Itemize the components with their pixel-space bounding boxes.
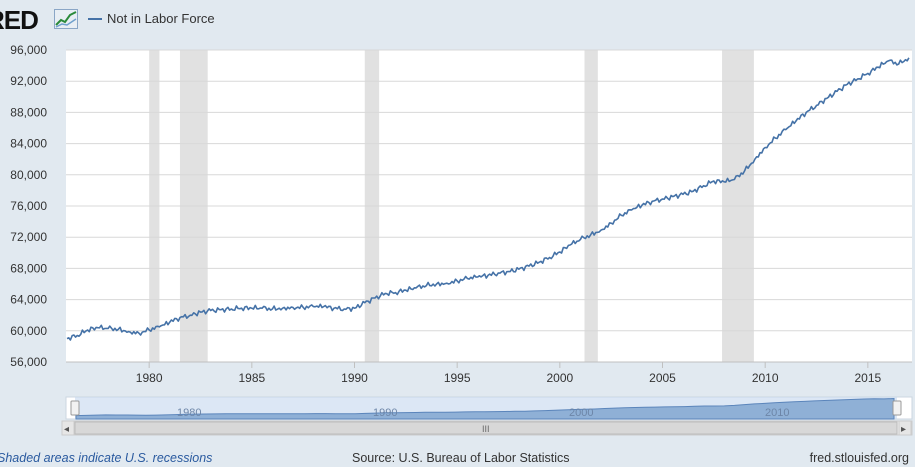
series-layer [66,57,910,341]
chart-legend: Not in Labor Force [88,11,215,26]
y-tick-label: 68,000 [10,261,47,275]
site-link[interactable]: fred.stlouisfed.org [809,451,909,465]
scrollbar-right-button[interactable] [898,420,912,436]
x-tick-label: 2000 [546,371,573,385]
source-note: Source: U.S. Bureau of Labor Statistics [352,451,570,465]
fred-logo[interactable]: RED [0,5,39,35]
y-tick-label: 92,000 [10,74,47,88]
navigator-label-2010: 2010 [765,407,789,419]
fred-chart-icon [54,9,78,29]
x-tick-label: 1990 [341,371,368,385]
y-tick-label: 88,000 [10,105,47,119]
navigator-series [75,397,895,420]
legend-swatch [88,17,102,20]
y-tick-label: 96,000 [10,43,47,57]
x-tick-label: 1995 [444,371,471,385]
y-tick-label: 56,000 [10,355,47,369]
navigator-right-handle[interactable] [892,400,902,416]
navigator[interactable]: 1980 1990 2000 2010 [65,396,913,420]
y-tick-label: 72,000 [10,230,47,244]
x-tick-label: 2010 [752,371,779,385]
y-axis: 56,000 60,000 64,000 68,000 72,000 76,000 80,0… [10,43,47,369]
x-axis: 1980 1985 1990 1995 2000 2005 2010 2015 [66,361,912,385]
scrollbar-left-button[interactable] [61,420,75,436]
x-tick-label: 1985 [238,371,265,385]
y-tick-label: 84,000 [10,137,47,151]
y-tick-label: 80,000 [10,168,47,182]
series-line [66,57,910,341]
x-tick-label: 2015 [855,371,882,385]
chart: 56,000 60,000 64,000 68,000 72,000 76,000 80,0… [10,43,913,436]
x-tick-label: 2005 [649,371,676,385]
navigator-label-1990: 1990 [373,407,397,419]
legend-series-label: Not in Labor Force [107,11,215,26]
y-tick-label: 60,000 [10,324,47,338]
navigator-label-1980: 1980 [177,407,201,419]
y-tick-label: 64,000 [10,293,47,307]
scrollbar-grip-icon: III [482,424,490,434]
navigator-left-handle[interactable] [70,400,80,416]
scrollbar-thumb[interactable] [74,421,898,435]
scrollbar[interactable]: ◂ III ▸ [61,420,913,436]
y-tick-label: 76,000 [10,199,47,213]
scroll-left-icon: ◂ [64,424,69,435]
x-tick-label: 1980 [136,371,163,385]
scroll-right-icon: ▸ [901,424,906,435]
recession-note: Shaded areas indicate U.S. recessions [0,451,213,465]
navigator-label-2000: 2000 [569,407,593,419]
